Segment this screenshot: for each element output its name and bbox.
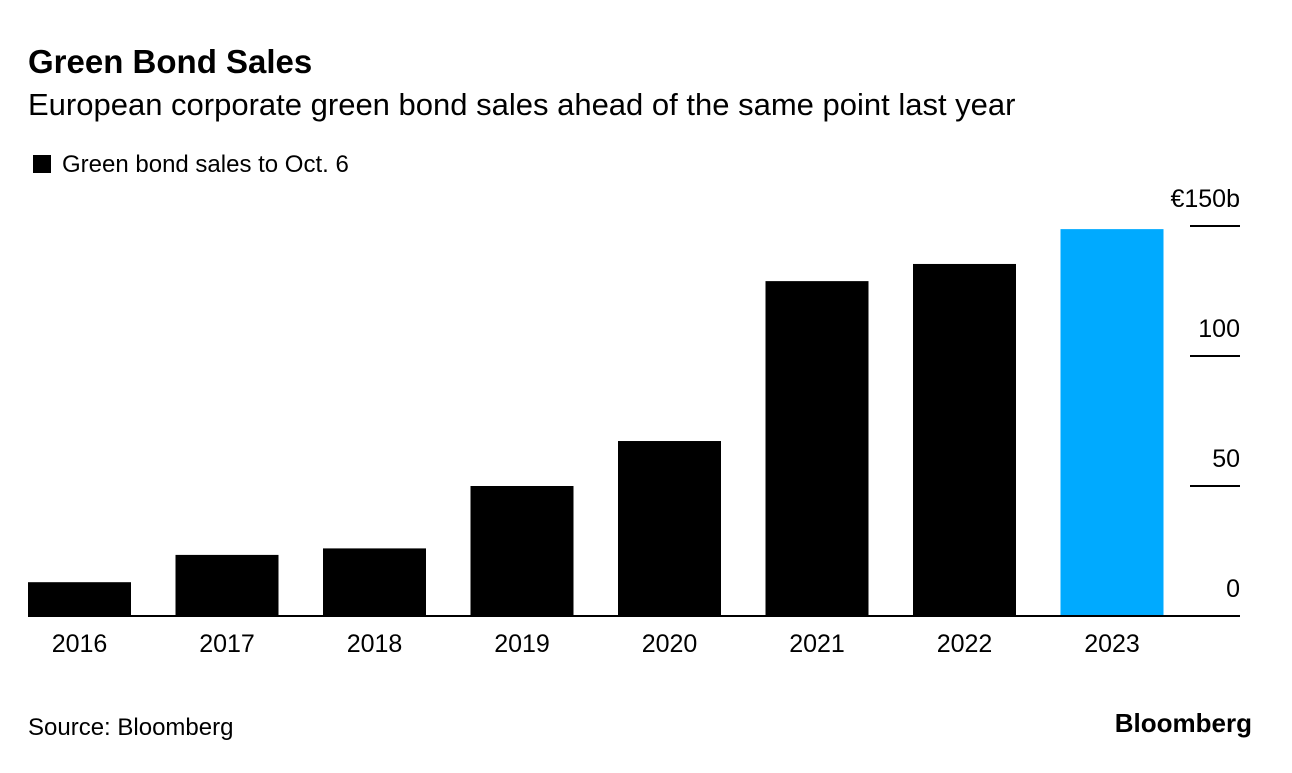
source: Source: Bloomberg [28, 714, 233, 741]
brand: Bloomberg [1115, 708, 1252, 738]
x-tick-label: 2023 [1084, 630, 1140, 658]
legend-label: Green bond sales to Oct. 6 [62, 151, 349, 178]
bar [28, 582, 131, 616]
bar [175, 554, 279, 616]
bar [765, 281, 869, 616]
x-tick-label: 2016 [52, 630, 108, 658]
chart-title: Green Bond Sales [28, 43, 312, 80]
y-tick-label: 50 [1212, 445, 1240, 473]
y-tick-label: €150b [1170, 185, 1240, 213]
bar [618, 441, 721, 616]
x-tick-label: 2017 [199, 630, 255, 658]
bar [323, 548, 426, 616]
bar [470, 486, 574, 616]
chart-subtitle: European corporate green bond sales ahea… [28, 87, 1016, 122]
x-tick-label: 2022 [937, 630, 993, 658]
y-tick-label: 100 [1198, 315, 1240, 343]
x-tick-label: 2021 [789, 630, 845, 658]
x-tick-label: 2019 [494, 630, 550, 658]
legend-swatch [33, 155, 51, 173]
x-tick-label: 2018 [347, 630, 403, 658]
y-tick-label: 0 [1226, 575, 1240, 603]
bar [913, 263, 1016, 616]
bar [1060, 229, 1164, 616]
x-tick-label: 2020 [642, 630, 698, 658]
